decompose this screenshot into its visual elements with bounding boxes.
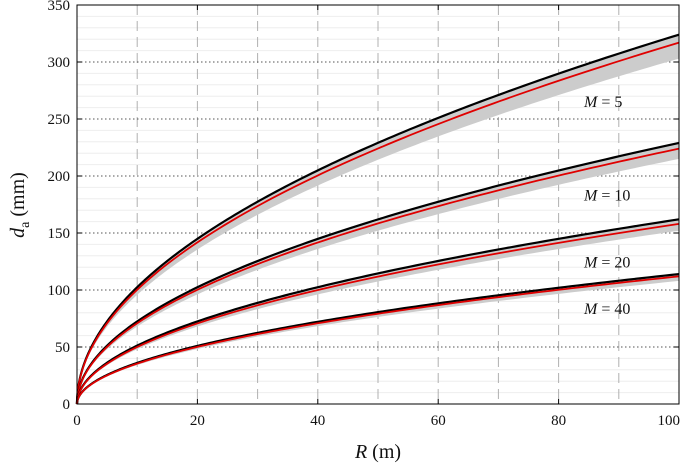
curve-label-var: M	[583, 94, 599, 111]
band-series-1	[77, 142, 679, 404]
central-line-series-0	[76, 41, 680, 405]
y-tick-label: 0	[63, 397, 71, 413]
y-tick-label: 50	[55, 340, 70, 356]
curve-label-1: M = 10	[583, 187, 630, 204]
x-tick-label: 20	[190, 413, 205, 429]
curve-label-0: M = 5	[583, 94, 622, 111]
y-axis-label: da (mm)	[7, 172, 33, 238]
curve-label-text: = 10	[597, 187, 630, 204]
y-tick-label: 350	[48, 0, 71, 14]
x-axis-var: R	[354, 441, 367, 463]
plot-frame	[76, 4, 680, 405]
y-tick-label: 200	[48, 169, 71, 185]
x-tick-label: 60	[431, 413, 446, 429]
band-series-0	[77, 34, 679, 404]
central-line-series-3	[76, 275, 680, 405]
y-axis-unit: (mm)	[7, 172, 29, 221]
central-line-series-2	[76, 222, 680, 405]
y-tick-label: 100	[48, 283, 71, 299]
uncertainty-bands	[77, 34, 679, 404]
curve-label-text: = 20	[597, 254, 630, 271]
central-line-series-1	[76, 147, 680, 405]
x-axis-label: R (m)	[354, 441, 401, 463]
x-tick-label: 100	[658, 413, 681, 429]
series-lines	[75, 33, 680, 405]
x-tick-label: 80	[551, 413, 566, 429]
x-axis-unit: (m)	[367, 441, 401, 463]
y-axis-var: d	[7, 227, 29, 238]
curve-label-text: = 5	[597, 94, 622, 111]
band-series-2	[77, 219, 679, 404]
curve-labels: M = 5M = 10M = 20M = 40	[583, 94, 630, 318]
x-tick-label: 40	[310, 413, 325, 429]
curve-label-text: = 40	[597, 301, 630, 318]
axis-ticks	[76, 4, 680, 405]
curve-label-var: M	[583, 301, 599, 318]
band-series-3	[77, 274, 679, 404]
curve-label-var: M	[583, 254, 599, 271]
x-tick-label: 0	[73, 413, 81, 429]
curve-label-3: M = 40	[583, 301, 630, 318]
tick-labels: 0 20 40 60 80 100 0 50 100 150 200 250 300 350	[48, 0, 681, 429]
y-tick-label: 300	[48, 55, 71, 71]
curve-label-var: M	[583, 187, 599, 204]
curve-label-2: M = 20	[583, 254, 630, 271]
y-tick-label: 250	[48, 112, 71, 128]
y-tick-label: 150	[48, 226, 71, 242]
y-axis-sub: a	[18, 221, 33, 228]
